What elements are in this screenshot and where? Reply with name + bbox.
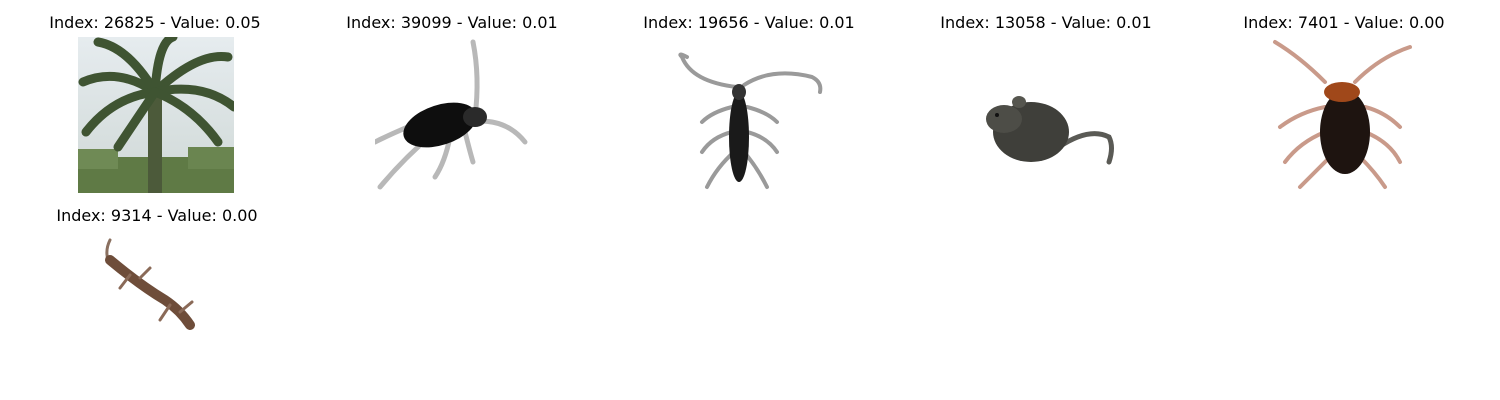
beetle-image	[672, 37, 828, 193]
panel-title-3: Index: 19656 - Value: 0.01	[599, 13, 899, 33]
panel-title-5: Index: 7401 - Value: 0.00	[1194, 13, 1494, 33]
panel-title-4: Index: 13058 - Value: 0.01	[896, 13, 1196, 33]
panel-title-1: Index: 26825 - Value: 0.05	[5, 13, 305, 33]
cockroach-image	[1270, 37, 1426, 193]
cockroach-image	[375, 37, 531, 193]
rat-image	[969, 37, 1125, 193]
panel-title-2: Index: 39099 - Value: 0.01	[302, 13, 602, 33]
lizard-image	[80, 230, 236, 386]
panel-title-6: Index: 9314 - Value: 0.00	[7, 206, 307, 226]
palm-tree-image	[78, 37, 234, 193]
